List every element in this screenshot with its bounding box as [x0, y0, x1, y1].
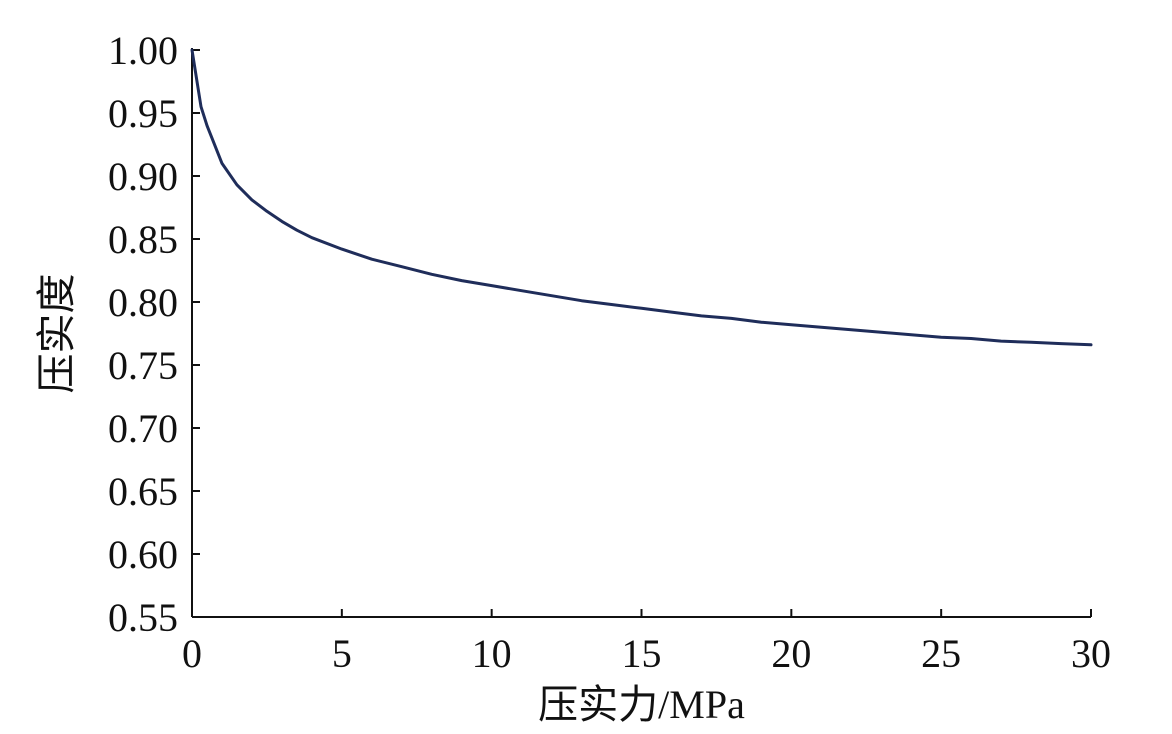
- x-tick-label: 10: [472, 631, 512, 676]
- x-tick-label: 30: [1071, 631, 1111, 676]
- y-tick-label: 0.65: [108, 469, 178, 514]
- x-tick-label: 25: [921, 631, 961, 676]
- x-tick-label: 20: [771, 631, 811, 676]
- series-group: [190, 48, 1093, 347]
- series-line: [190, 48, 1093, 347]
- x-tick-label: 15: [622, 631, 662, 676]
- x-tick-label: 0: [182, 631, 202, 676]
- y-tick-label: 0.95: [108, 91, 178, 136]
- y-tick-label: 0.55: [108, 595, 178, 640]
- y-tick-label: 0.70: [108, 406, 178, 451]
- y-tick-label: 0.85: [108, 217, 178, 262]
- axes: [191, 48, 1091, 618]
- x-axis-title: 压实力/MPa: [538, 682, 745, 727]
- y-tick-label: 0.80: [108, 280, 178, 325]
- x-tick-label: 5: [332, 631, 352, 676]
- y-tick-label: 0.90: [108, 154, 178, 199]
- y-tick-label: 0.75: [108, 343, 178, 388]
- y-tick-label: 0.60: [108, 532, 178, 577]
- y-tick-label: 1.00: [108, 28, 178, 73]
- x-ticks: 0 5 10 15 20 25 30: [182, 609, 1111, 676]
- y-axis-title: 压实度: [34, 274, 79, 394]
- y-ticks: 0.55 0.60 0.65 0.70 0.75 0.80 0.85 0.90 0.95 1.00: [108, 28, 200, 640]
